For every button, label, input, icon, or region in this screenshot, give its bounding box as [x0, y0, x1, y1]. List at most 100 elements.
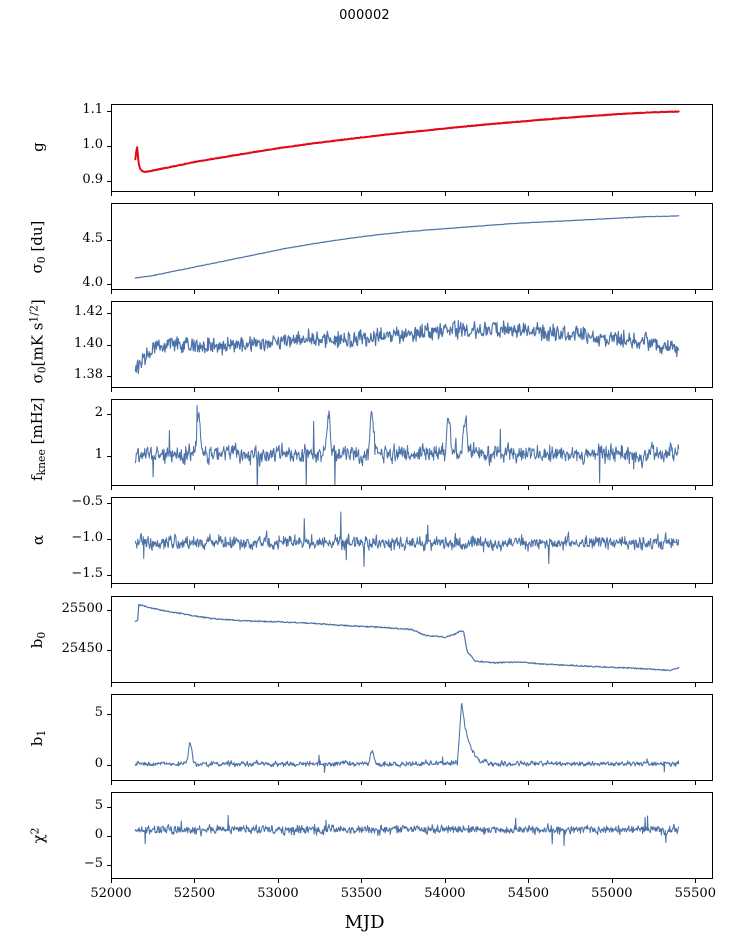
y-tick-mark — [107, 807, 111, 808]
x-tick-mark — [695, 683, 696, 687]
x-tick-mark — [445, 584, 446, 588]
y-tick-label: 1.38 — [74, 366, 103, 382]
x-tick-mark — [528, 192, 529, 196]
x-tick-mark — [361, 584, 362, 588]
y-axis-label-sigma0-mk: σ0[mK s1/2] — [27, 298, 49, 383]
x-tick-mark — [194, 879, 195, 883]
y-tick-label: −1.5 — [71, 566, 103, 582]
x-tick-mark — [528, 584, 529, 588]
y-tick-mark — [107, 610, 111, 611]
x-tick-mark — [528, 388, 529, 392]
figure-title: 000002 — [339, 8, 390, 23]
y-axis-label-gain: g — [29, 142, 47, 152]
x-tick-mark — [612, 584, 613, 588]
x-tick-mark — [111, 879, 112, 883]
plot-panel-b0 — [111, 596, 713, 683]
y-tick-mark — [107, 414, 111, 415]
x-tick-mark — [445, 683, 446, 687]
x-tick-mark — [612, 781, 613, 785]
y-tick-label: 4.5 — [82, 231, 103, 247]
y-axis-label-b0: b0 — [27, 631, 49, 648]
x-tick-mark — [528, 290, 529, 294]
x-tick-mark — [528, 879, 529, 883]
y-tick-mark — [107, 313, 111, 314]
series-line — [134, 603, 680, 672]
x-tick-mark — [278, 192, 279, 196]
x-axis-label: MJD — [344, 912, 385, 933]
x-tick-mark — [111, 290, 112, 294]
x-tick-mark — [528, 683, 529, 687]
y-tick-label: −0.5 — [71, 493, 103, 509]
x-tick-mark — [361, 879, 362, 883]
x-tick-mark — [528, 781, 529, 785]
x-tick-label: 53000 — [257, 886, 299, 901]
y-tick-label: 0 — [94, 826, 103, 842]
plot-panel-alpha — [111, 497, 713, 584]
series-line — [134, 111, 680, 173]
x-tick-mark — [111, 486, 112, 490]
x-tick-mark — [194, 388, 195, 392]
x-tick-mark — [111, 388, 112, 392]
y-tick-label: 1.40 — [74, 335, 103, 351]
x-tick-mark — [695, 192, 696, 196]
y-tick-mark — [107, 714, 111, 715]
x-tick-mark — [361, 388, 362, 392]
x-tick-mark — [445, 879, 446, 883]
y-tick-mark — [107, 240, 111, 241]
series-line — [134, 215, 680, 279]
y-axis-label-chi2: χ2 — [28, 826, 48, 843]
y-tick-mark — [107, 865, 111, 866]
y-tick-label: 25500 — [61, 601, 103, 617]
y-tick-mark — [107, 284, 111, 285]
series-line — [134, 511, 680, 568]
x-tick-mark — [278, 486, 279, 490]
y-axis-label-fknee: fknee [mHz] — [27, 396, 49, 481]
plot-panel-b1 — [111, 694, 713, 781]
x-tick-mark — [695, 781, 696, 785]
x-tick-mark — [695, 879, 696, 883]
x-tick-mark — [528, 486, 529, 490]
x-tick-mark — [445, 486, 446, 490]
x-tick-mark — [111, 683, 112, 687]
y-tick-label: −5 — [83, 855, 103, 871]
y-tick-label: 1.42 — [74, 304, 103, 320]
series-line — [134, 405, 680, 485]
y-tick-mark — [107, 503, 111, 504]
y-tick-label: 5 — [94, 797, 103, 813]
plot-panel-sigma0-mk — [111, 301, 713, 388]
y-tick-label: 0.9 — [82, 172, 103, 188]
y-tick-mark — [107, 345, 111, 346]
x-tick-label: 55500 — [674, 886, 716, 901]
x-tick-mark — [278, 290, 279, 294]
x-tick-mark — [695, 290, 696, 294]
y-tick-mark — [107, 765, 111, 766]
x-tick-label: 54500 — [507, 886, 550, 901]
plot-panel-gain — [111, 104, 713, 192]
y-tick-mark — [107, 376, 111, 377]
y-tick-label: 0 — [94, 756, 103, 772]
y-axis-label-sigma0-du: σ0 [du] — [27, 220, 49, 273]
x-tick-mark — [695, 486, 696, 490]
x-tick-mark — [194, 486, 195, 490]
x-tick-mark — [445, 290, 446, 294]
y-tick-label: −1.0 — [71, 530, 103, 546]
x-tick-mark — [278, 388, 279, 392]
x-tick-mark — [194, 683, 195, 687]
x-tick-mark — [612, 879, 613, 883]
x-tick-mark — [361, 683, 362, 687]
x-tick-label: 53500 — [340, 886, 383, 901]
x-tick-mark — [445, 388, 446, 392]
y-tick-mark — [107, 181, 111, 182]
x-tick-mark — [361, 192, 362, 196]
x-tick-mark — [111, 781, 112, 785]
y-tick-mark — [107, 575, 111, 576]
x-tick-label: 55000 — [591, 886, 633, 901]
x-tick-mark — [361, 290, 362, 294]
x-tick-mark — [361, 781, 362, 785]
x-tick-mark — [111, 192, 112, 196]
series-line — [134, 110, 680, 173]
x-tick-mark — [111, 584, 112, 588]
y-tick-label: 1 — [94, 447, 103, 463]
x-tick-mark — [612, 683, 613, 687]
x-tick-label: 52000 — [90, 886, 132, 901]
